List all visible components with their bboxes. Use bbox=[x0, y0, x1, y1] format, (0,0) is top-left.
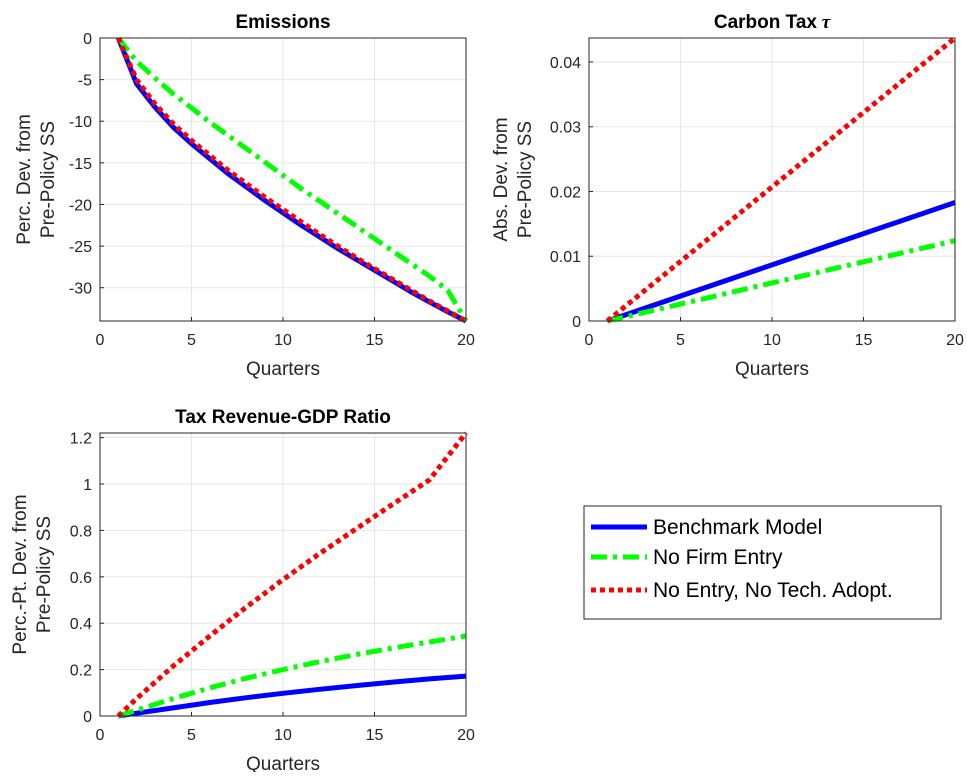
emissions-xtick-label: 0 bbox=[96, 332, 105, 349]
emissions-panel: 0 5 10 15 20 0 -5 -10 -15 -20 -25 -30 Emissions Quart… bbox=[14, 12, 475, 380]
emissions-series-no-firm-entry bbox=[116, 36, 469, 323]
carbon-tax-panel: 0 5 10 15 20 0 0.01 0.02 0.03 0.04 Carbon Tax τ Qua… bbox=[491, 12, 964, 380]
carbon-tax-title-symbol: τ bbox=[817, 12, 831, 33]
legend: Benchmark Model No Firm Entry No Entry, … bbox=[583, 505, 942, 620]
emissions-ylabel-line: Perc. Dev. from bbox=[14, 114, 35, 245]
tax-revenue-ytick-label: 1 bbox=[83, 477, 92, 494]
tax-revenue-ytick-label: 0.8 bbox=[70, 523, 92, 540]
legend-label-no-entry-no-tech: No Entry, No Tech. Adopt. bbox=[653, 579, 893, 602]
emissions-xtick-label: 10 bbox=[274, 332, 292, 349]
tax-revenue-series-no-entry-no-tech bbox=[116, 431, 468, 718]
tax-revenue-xtick-label: 0 bbox=[96, 727, 105, 744]
carbon-tax-xtick-label: 0 bbox=[585, 332, 594, 349]
emissions-xtick-label: 15 bbox=[366, 332, 384, 349]
tax-revenue-ytick-label: 0.6 bbox=[70, 570, 92, 587]
emissions-ylabel-line: Pre-Policy SS bbox=[38, 121, 59, 238]
emissions-ytick-label: 0 bbox=[83, 31, 92, 48]
carbon-tax-ytick-label: 0 bbox=[572, 314, 581, 331]
tax-revenue-ytick-label: 0.4 bbox=[70, 616, 92, 633]
emissions-series-no-entry-no-tech bbox=[116, 36, 468, 324]
tax-revenue-series-benchmark bbox=[117, 673, 467, 719]
carbon-tax-ylabel-line: Abs. Dev. from bbox=[491, 117, 512, 241]
carbon-tax-xtick-label: 15 bbox=[855, 332, 873, 349]
carbon-tax-title: Carbon Tax τ bbox=[714, 12, 831, 33]
carbon-tax-series-benchmark bbox=[606, 200, 956, 324]
tax-revenue-ylabel-line: Perc.-Pt. Dev. from bbox=[10, 494, 31, 654]
carbon-tax-ytick-label: 0.04 bbox=[550, 55, 581, 72]
emissions-xtick-label: 20 bbox=[457, 332, 475, 349]
tax-revenue-ytick-label: 0 bbox=[83, 709, 92, 726]
carbon-tax-series-no-firm-entry bbox=[606, 238, 956, 324]
carbon-tax-series-no-entry-no-tech bbox=[605, 36, 957, 323]
carbon-tax-ytick-label: 0.01 bbox=[550, 249, 581, 266]
emissions-ytick-label: -15 bbox=[69, 156, 92, 173]
legend-label-benchmark: Benchmark Model bbox=[653, 516, 822, 539]
carbon-tax-ytick-label: 0.03 bbox=[550, 120, 581, 137]
emissions-xtick-label: 5 bbox=[187, 332, 196, 349]
tax-revenue-xtick-label: 5 bbox=[187, 727, 196, 744]
tax-revenue-xtick-label: 20 bbox=[457, 727, 475, 744]
carbon-tax-xtick-label: 20 bbox=[946, 332, 964, 349]
emissions-ytick-label: -10 bbox=[69, 114, 92, 131]
tax-revenue-panel: 0 5 10 15 20 0 0.2 0.4 0.6 0.8 1 1.2 Tax Revenue-GDP… bbox=[10, 407, 475, 775]
carbon-tax-xtick-label: 10 bbox=[763, 332, 781, 349]
carbon-tax-xlabel: Quarters bbox=[735, 359, 809, 380]
emissions-ytick-label: -25 bbox=[69, 239, 92, 256]
carbon-tax-ylabel-line: Pre-Policy SS bbox=[515, 121, 536, 238]
tax-revenue-series-no-firm-entry bbox=[117, 633, 467, 719]
legend-label-no-firm-entry: No Firm Entry bbox=[653, 546, 783, 569]
tax-revenue-ytick-label: 0.2 bbox=[70, 663, 92, 680]
emissions-ytick-label: -30 bbox=[69, 281, 92, 298]
emissions-ytick-label: -5 bbox=[78, 73, 92, 90]
tax-revenue-title: Tax Revenue-GDP Ratio bbox=[175, 407, 391, 428]
emissions-xlabel: Quarters bbox=[246, 359, 320, 380]
tax-revenue-xtick-label: 15 bbox=[366, 727, 384, 744]
emissions-ytick-label: -20 bbox=[69, 197, 92, 214]
carbon-tax-ytick-label: 0.02 bbox=[550, 184, 581, 201]
tax-revenue-xtick-label: 10 bbox=[274, 727, 292, 744]
emissions-title: Emissions bbox=[235, 12, 330, 33]
tax-revenue-xlabel: Quarters bbox=[246, 754, 320, 772]
tax-revenue-ytick-label: 1.2 bbox=[70, 431, 92, 448]
tax-revenue-ylabel-line: Pre-Policy SS bbox=[34, 516, 55, 633]
carbon-tax-xtick-label: 5 bbox=[676, 332, 685, 349]
